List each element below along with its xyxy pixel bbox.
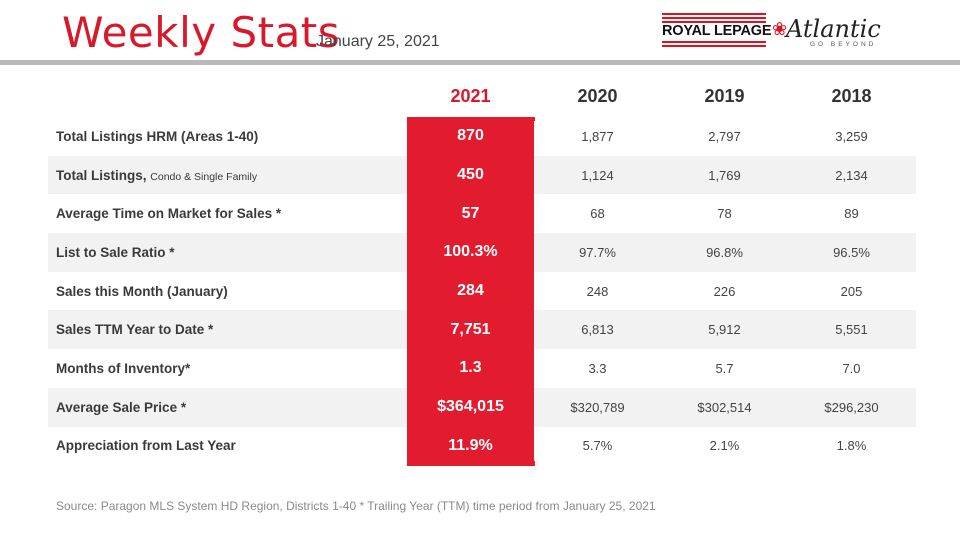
value-cell: 78 bbox=[717, 206, 732, 222]
column-header: 2021 bbox=[450, 85, 491, 106]
page-title: Weekly Stats bbox=[62, 8, 341, 57]
value-cell: 5,912 bbox=[708, 322, 741, 338]
stats-table: 2021 2020 2019 2018 Total Listings HRM (… bbox=[48, 75, 916, 466]
highlight-cell: 1.3 bbox=[407, 349, 534, 388]
highlight-cell: 284 bbox=[407, 271, 534, 311]
value-cell: 226 bbox=[713, 283, 736, 299]
value-cell: 96.5% bbox=[833, 244, 870, 260]
value-cell: 3,259 bbox=[835, 128, 868, 144]
row-sublabel: Condo & Single Family bbox=[150, 170, 258, 183]
value-cell: 1,124 bbox=[581, 167, 614, 183]
value-cell: 1.8% bbox=[836, 438, 867, 454]
source-note: Source: Paragon MLS System HD Region, Di… bbox=[56, 499, 656, 513]
value-cell: 3.3 bbox=[588, 360, 607, 376]
column-header: 2019 bbox=[704, 85, 745, 106]
row-label: Total Listings, Condo & Single Family bbox=[56, 167, 258, 183]
value-cell: 1,877 bbox=[581, 128, 614, 144]
header-divider bbox=[0, 60, 960, 65]
report-date: January 25, 2021 bbox=[316, 33, 440, 50]
row-label: Appreciation from Last Year bbox=[56, 438, 236, 454]
highlight-cell: $364,015 bbox=[407, 387, 534, 427]
row-label: Average Time on Market for Sales * bbox=[56, 206, 282, 222]
value-cell: 5,551 bbox=[835, 322, 868, 338]
row-label: List to Sale Ratio * bbox=[56, 244, 175, 260]
value-cell: 7.0 bbox=[842, 360, 861, 376]
table-row: List to Sale Ratio * 100.3% 97.7% 96.8% 96.5… bbox=[48, 233, 916, 272]
maple-leaf-icon: ❀ bbox=[772, 19, 788, 39]
table-row: Sales this Month (January) 284 248 226 205 bbox=[48, 271, 916, 311]
highlight-cell: 11.9% bbox=[407, 426, 534, 466]
value-cell: $320,789 bbox=[570, 399, 625, 415]
column-header: 2018 bbox=[831, 85, 872, 106]
table-row: Sales TTM Year to Date * 7,751 6,813 5,912 5… bbox=[48, 310, 916, 350]
logo-tagline: GO BEYOND bbox=[810, 41, 877, 48]
value-cell: 68 bbox=[590, 206, 605, 222]
column-header: 2020 bbox=[577, 85, 618, 106]
value-cell: 89 bbox=[844, 206, 859, 222]
table-header-row: 2021 2020 2019 2018 bbox=[48, 75, 916, 117]
table-row: Appreciation from Last Year 11.9% 5.7% 2.1%… bbox=[48, 426, 916, 466]
row-label: Months of Inventory* bbox=[56, 360, 191, 376]
value-cell: 248 bbox=[586, 283, 609, 299]
row-label: Total Listings HRM (Areas 1-40) bbox=[56, 128, 259, 144]
royal-lepage-wordmark: ROYAL LEPAGE bbox=[662, 13, 772, 47]
row-label: Sales this Month (January) bbox=[56, 283, 228, 299]
brand-logo: ROYAL LEPAGE ❀ Atlantic GO BEYOND bbox=[662, 13, 882, 49]
table-row: Total Listings, Condo & Single Family 450… bbox=[48, 155, 916, 195]
value-cell: 5.7% bbox=[582, 438, 613, 454]
highlight-cell: 870 bbox=[407, 117, 534, 156]
highlight-cell: 57 bbox=[407, 194, 534, 234]
value-cell: 97.7% bbox=[579, 244, 616, 260]
value-cell: 2,134 bbox=[835, 167, 868, 183]
value-cell: 1,769 bbox=[708, 167, 741, 183]
value-cell: 2,797 bbox=[708, 128, 741, 144]
atlantic-wordmark: Atlantic bbox=[786, 15, 881, 43]
value-cell: 2.1% bbox=[709, 438, 740, 454]
highlight-cell: 450 bbox=[407, 155, 534, 195]
value-cell: 205 bbox=[840, 283, 863, 299]
table-row: Average Sale Price * $364,015 $320,789 $302… bbox=[48, 387, 916, 427]
value-cell: 96.8% bbox=[706, 244, 743, 260]
row-label: Average Sale Price * bbox=[56, 399, 187, 415]
value-cell: $302,514 bbox=[697, 399, 752, 415]
table-row: Average Time on Market for Sales * 57 68 78… bbox=[48, 194, 916, 234]
value-cell: 5.7 bbox=[715, 360, 734, 376]
highlight-cell: 100.3% bbox=[407, 233, 534, 272]
highlight-cell: 7,751 bbox=[407, 310, 534, 350]
table-row: Months of Inventory* 1.3 3.3 5.7 7.0 bbox=[48, 349, 916, 388]
row-label: Sales TTM Year to Date * bbox=[56, 322, 214, 338]
table-row: Total Listings HRM (Areas 1-40) 870 1,877 2… bbox=[48, 117, 916, 156]
value-cell: $296,230 bbox=[824, 399, 879, 415]
value-cell: 6,813 bbox=[581, 322, 614, 338]
